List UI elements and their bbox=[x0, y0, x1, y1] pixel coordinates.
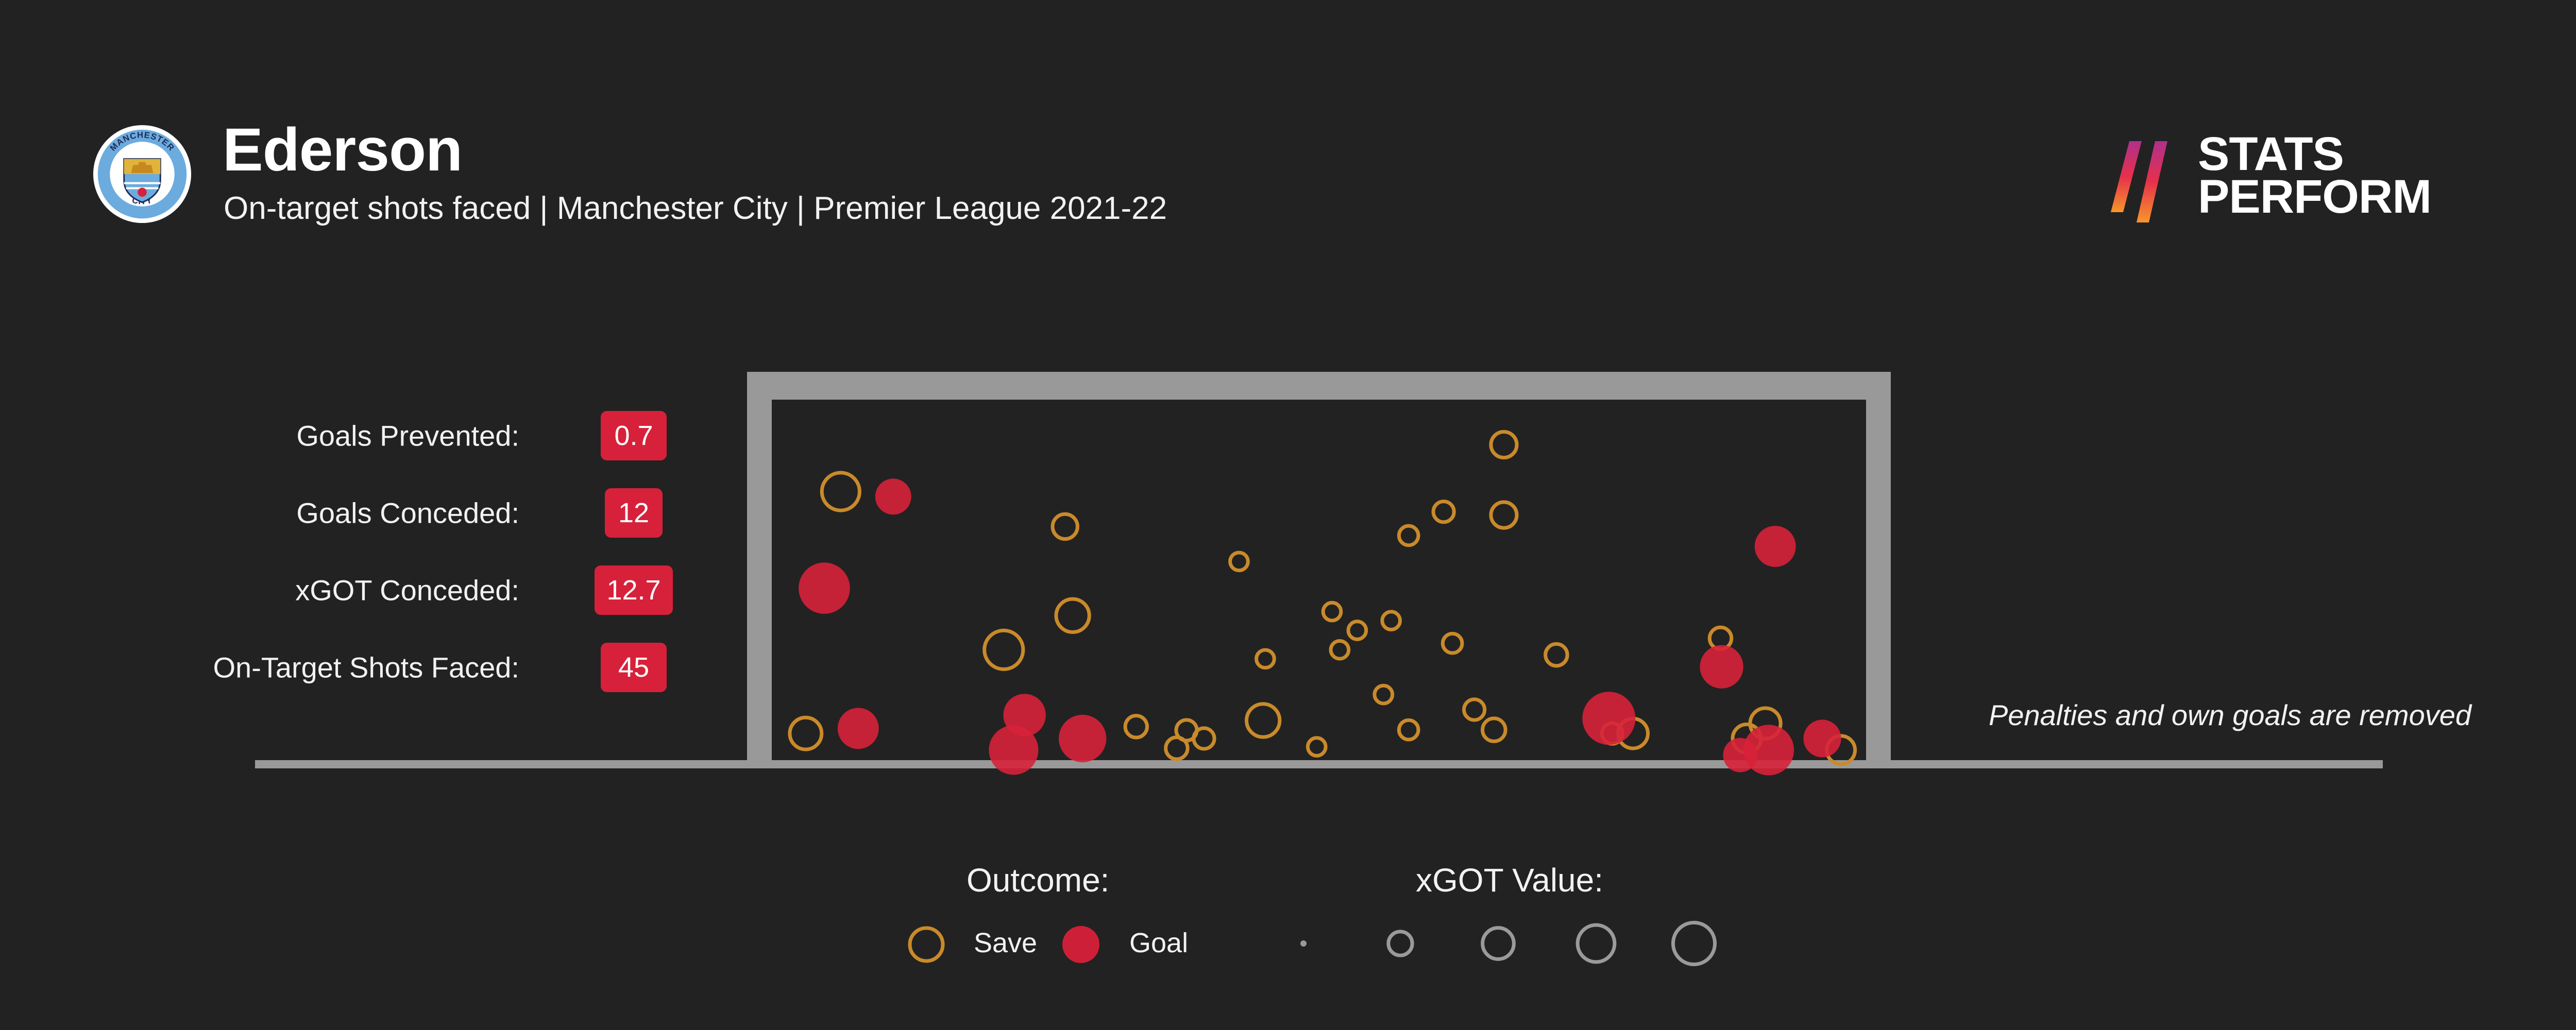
goal-shot-marker-5 bbox=[989, 725, 1039, 775]
save-shot-marker-27 bbox=[1544, 642, 1569, 668]
save-shot-marker-21 bbox=[1431, 500, 1456, 524]
goal-shot-marker-1 bbox=[875, 478, 911, 515]
chart-subtitle: On-target shots faced | Manchester City … bbox=[224, 191, 1167, 226]
brand-line-2: PERFORM bbox=[2198, 170, 2432, 223]
save-shot-marker-5 bbox=[1054, 597, 1091, 634]
shots-layer bbox=[788, 430, 1857, 776]
player-name: Ederson bbox=[223, 116, 463, 184]
manchester-city-crest: MANCHESTER CITY bbox=[93, 125, 192, 224]
stat-label: xGOT Conceded: bbox=[295, 574, 519, 607]
stat-shots-faced: On-Target Shots Faced: 45 bbox=[155, 643, 670, 692]
goal-shot-marker-2 bbox=[799, 562, 850, 614]
save-shot-marker-20 bbox=[1397, 718, 1420, 742]
goal-shot-marker-11 bbox=[1754, 525, 1796, 567]
xgot-size-legend-marker-4 bbox=[1575, 923, 1617, 964]
save-shot-marker-4 bbox=[1050, 512, 1079, 541]
xgot-size-legend-marker-3 bbox=[1481, 926, 1516, 961]
stat-value-badge: 12.7 bbox=[595, 565, 673, 615]
save-shot-marker-1 bbox=[820, 471, 861, 512]
save-shot-marker-14 bbox=[1321, 600, 1343, 623]
legend-outcome-title: Outcome: bbox=[967, 862, 1110, 899]
save-shot-marker-6 bbox=[1123, 714, 1149, 740]
save-shot-marker-15 bbox=[1329, 639, 1351, 661]
stat-value-badge: 12 bbox=[605, 488, 663, 538]
save-shot-marker-2 bbox=[788, 715, 824, 751]
goal-shot-marker-10 bbox=[1743, 725, 1794, 776]
brand-text: STATS PERFORM bbox=[2198, 128, 2432, 223]
save-shot-marker-22 bbox=[1440, 631, 1464, 655]
stat-goals-prevented: Goals Prevented: 0.7 bbox=[155, 411, 670, 460]
stat-label: Goals Conceded: bbox=[296, 496, 519, 529]
stat-label: On-Target Shots Faced: bbox=[213, 651, 519, 684]
legend-goal-marker bbox=[1062, 926, 1099, 963]
save-shot-marker-17 bbox=[1380, 610, 1402, 631]
save-shot-marker-23 bbox=[1462, 697, 1487, 722]
save-shot-marker-26 bbox=[1489, 500, 1519, 530]
xgot-size-legend-marker-1 bbox=[1300, 940, 1307, 947]
stat-label: Goals Prevented: bbox=[296, 419, 519, 452]
xgot-size-legend bbox=[1300, 920, 1717, 967]
save-shot-marker-24 bbox=[1481, 716, 1507, 743]
legend-xgot-title: xGOT Value: bbox=[1416, 862, 1603, 899]
save-shot-marker-11 bbox=[1255, 648, 1276, 670]
save-shot-marker-16 bbox=[1346, 620, 1368, 641]
goal-shot-marker-6 bbox=[1059, 714, 1107, 763]
stat-xgot-conceded: xGOT Conceded: 12.7 bbox=[155, 565, 673, 615]
legend-goal-label: Goal bbox=[1129, 928, 1189, 958]
footnote: Penalties and own goals are removed bbox=[1989, 699, 2472, 731]
save-shot-marker-13 bbox=[1306, 736, 1328, 758]
goal-shot-marker-12 bbox=[1803, 719, 1841, 758]
stat-value-badge: 0.7 bbox=[601, 411, 667, 460]
goal-shot-marker-8 bbox=[1700, 645, 1743, 689]
save-shot-marker-3 bbox=[982, 628, 1025, 671]
save-shot-marker-12 bbox=[1245, 702, 1282, 739]
stats-perform-logo bbox=[2111, 141, 2167, 222]
save-shot-marker-18 bbox=[1372, 683, 1395, 706]
stat-goals-conceded: Goals Conceded: 12 bbox=[155, 488, 670, 538]
xgot-size-legend-marker-5 bbox=[1671, 920, 1717, 967]
goal-shot-marker-7 bbox=[1582, 692, 1636, 745]
save-shot-marker-25 bbox=[1489, 430, 1519, 460]
legend-save-label: Save bbox=[974, 928, 1038, 958]
save-shot-marker-9 bbox=[1192, 726, 1216, 751]
xgot-size-legend-marker-2 bbox=[1386, 930, 1414, 957]
brand-line-1: STATS bbox=[2198, 128, 2344, 180]
stat-value-badge: 45 bbox=[601, 643, 667, 692]
save-shot-marker-19 bbox=[1397, 524, 1420, 547]
save-shot-marker-10 bbox=[1228, 551, 1250, 573]
legend-save-marker bbox=[908, 926, 945, 963]
goal-frame bbox=[747, 372, 1891, 764]
goal-shot-marker-3 bbox=[837, 708, 879, 749]
